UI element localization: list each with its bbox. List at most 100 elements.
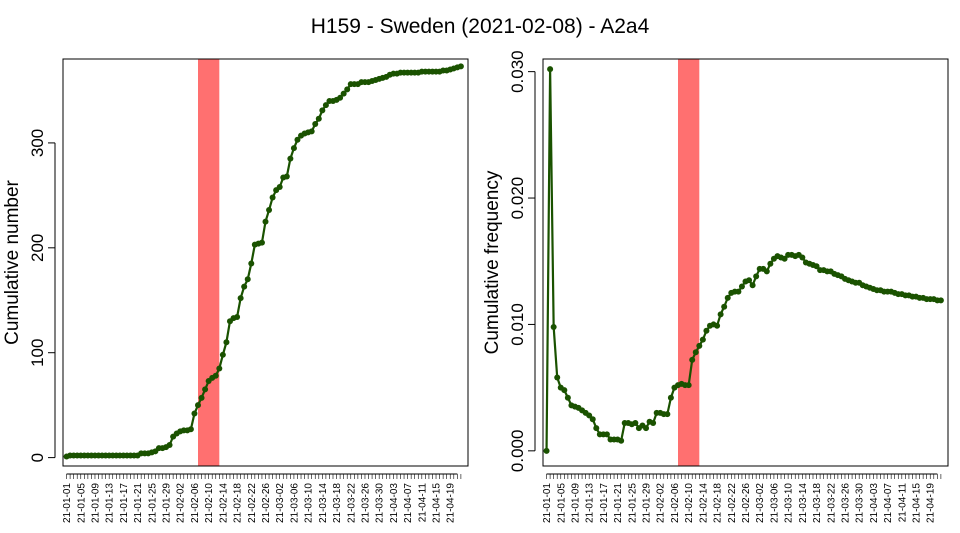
data-point [937,297,944,304]
series-line [66,65,462,458]
x-tick-label: 21-03-14 [318,483,329,523]
series-line [545,69,941,451]
cumulative-frequency-panel: 0.000 0.010 0.020 0.030 Cumulative frequency… [482,50,949,523]
data-point [813,263,820,270]
x-tick-label: 21-02-14 [698,483,709,523]
data-point [650,420,657,427]
x-tick-label: 21-04-19 [446,483,457,523]
data-point [781,255,788,262]
x-tick-label: 21-02-06 [670,483,681,523]
x-tick-label: 21-01-09 [570,483,581,523]
x-tick-label: 21-01-29 [642,483,653,523]
data-point [294,136,301,143]
x-tick-label: 21-01-05 [76,483,87,523]
data-point [799,254,806,261]
data-point [166,442,173,449]
data-point [269,194,276,201]
x-tick-label: 21-02-02 [656,483,667,523]
y-tick-label: 0.030 [508,50,527,93]
x-tick-label: 21-01-13 [105,483,116,523]
x-tick-label: 21-03-02 [275,483,286,523]
y-tick-label: 100 [28,339,47,367]
data-point [724,294,731,301]
data-point [699,336,706,343]
x-tick-label: 21-02-06 [190,483,201,523]
data-point [344,86,351,93]
x-tick-label: 21-03-02 [755,483,766,523]
data-point [457,63,464,70]
x-tick-label: 21-01-05 [556,483,567,523]
data-point [287,155,294,162]
data-point [258,239,265,246]
data-point [198,394,205,401]
data-point [266,207,273,214]
x-tick-label: 21-04-15 [432,483,443,523]
plot-frame [62,58,469,467]
data-point [322,102,329,109]
x-tick-label: 21-02-18 [233,483,244,523]
x-tick-label: 21-01-21 [133,483,144,523]
x-tick-label: 21-03-22 [826,483,837,523]
x-tick-label: 21-02-14 [218,483,229,523]
x-tick-label: 21-03-30 [375,483,386,523]
x-tick-label: 21-03-14 [798,483,809,523]
data-point [685,382,692,389]
data-point [721,303,728,310]
data-point [315,115,322,122]
data-point [550,323,557,330]
x-tick-label: 21-03-10 [304,483,315,523]
y-tick-label: 300 [28,129,47,157]
x-tick-label: 21-01-01 [542,483,553,523]
x-tick-label: 21-02-26 [261,483,272,523]
data-point [749,282,756,289]
data-point [248,260,255,267]
highlight-band [198,59,220,466]
x-tick-label: 21-03-18 [332,483,343,523]
data-point [234,314,241,321]
data-point [543,447,550,454]
y-tick-label: 200 [28,234,47,262]
x-tick-label: 21-01-13 [585,483,596,523]
data-point [746,277,753,284]
x-tick-label: 21-04-15 [912,483,923,523]
data-point [586,412,593,419]
x-tick-label: 21-01-17 [599,483,610,523]
x-tick-label: 21-01-25 [627,483,638,523]
data-point [589,416,596,423]
data-point [692,349,699,356]
x-tick-label: 21-04-03 [389,483,400,523]
x-tick-label: 21-04-07 [403,483,414,523]
y-tick-label: 0.000 [508,430,527,473]
y-tick-label: 0 [28,453,47,462]
data-point [664,411,671,418]
data-point [667,394,674,401]
data-point [187,426,194,433]
data-point [312,121,319,128]
x-tick-label: 21-03-06 [289,483,300,523]
data-point [593,425,600,432]
data-point [767,260,774,267]
data-point [308,128,315,135]
data-point [191,410,198,417]
x-tick-label: 21-02-26 [741,483,752,523]
data-point [276,183,283,190]
y-tick-label: 0.020 [508,177,527,220]
data-point [632,420,639,427]
x-tick-label: 21-03-18 [812,483,823,523]
data-point [696,342,703,349]
data-point [212,372,219,379]
x-tick-label: 21-04-11 [897,483,908,523]
data-point [735,288,742,295]
x-tick-label: 21-03-10 [784,483,795,523]
data-point [319,107,326,114]
data-point [223,339,230,346]
data-point [202,386,209,393]
data-point [554,374,561,381]
data-point [763,268,770,275]
x-tick-label: 21-03-22 [346,483,357,523]
x-tick-label: 21-01-25 [147,483,158,523]
data-point [564,394,571,401]
data-point [643,425,650,432]
